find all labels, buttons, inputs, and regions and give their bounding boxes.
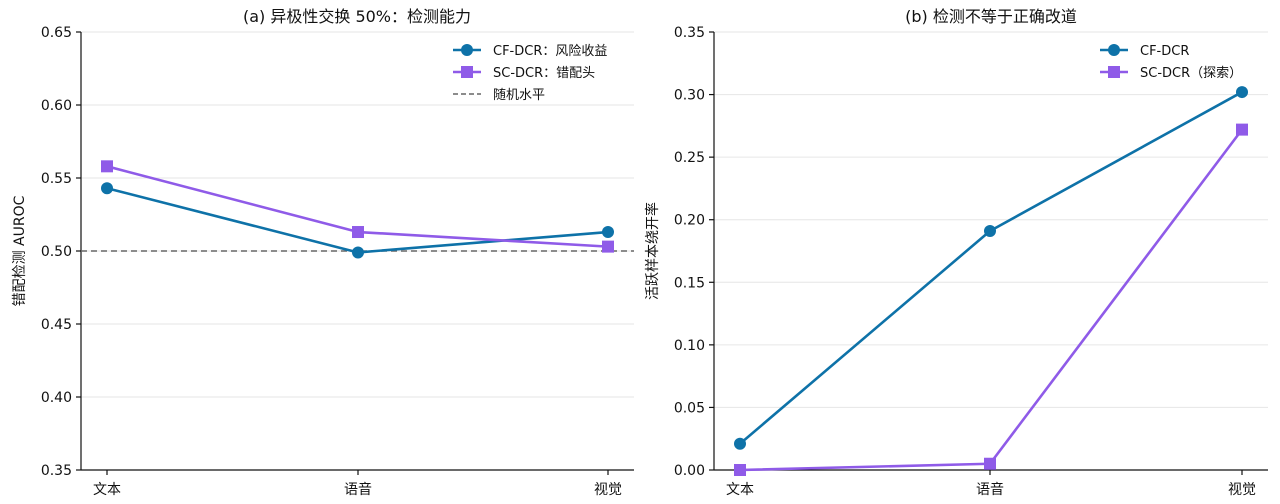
y-tick-label: 0.10 <box>674 338 705 354</box>
y-tick-label: 0.35 <box>41 463 72 479</box>
x-tick-label: 视觉 <box>1228 482 1256 498</box>
legend-label: SC-DCR（探索） <box>1140 66 1242 81</box>
y-tick-label: 0.05 <box>674 400 705 416</box>
legend-marker <box>1108 66 1120 78</box>
data-point <box>1236 123 1248 136</box>
y-tick-label: 0.00 <box>674 463 705 479</box>
x-tick-label: 语音 <box>976 481 1004 498</box>
y-axis-label: 活跃样本绕开率 <box>644 202 661 300</box>
chart-title: (b) 检测不等于正确改道 <box>905 7 1077 26</box>
chart-title: (a) 异极性交换 50%：检测能力 <box>243 7 471 26</box>
data-point <box>984 224 996 237</box>
x-tick-label: 视觉 <box>594 482 622 498</box>
legend-marker <box>1108 44 1120 56</box>
legend-label: CF-DCR <box>1140 44 1189 59</box>
legend-marker <box>461 44 473 56</box>
y-tick-label: 0.20 <box>674 213 705 229</box>
y-tick-label: 0.60 <box>41 98 72 114</box>
y-axis-label: 错配检测 AUROC <box>12 195 28 306</box>
chart-panel-a: 0.35 0.40 0.45 0.50 0.55 0.60 0.65 文本 语音 视觉 (a) 异极… <box>12 7 634 498</box>
series-line <box>739 90 1243 445</box>
legend-label: 随机水平 <box>493 88 545 103</box>
y-tick-label: 0.65 <box>41 25 72 41</box>
data-point <box>352 246 364 259</box>
data-point <box>602 240 614 253</box>
legend: CF-DCR SC-DCR（探索） <box>1100 44 1242 81</box>
legend-marker <box>461 66 473 78</box>
y-tick-label: 0.40 <box>41 390 72 406</box>
legend-label: CF-DCR：风险收益 <box>493 44 607 59</box>
data-point <box>734 437 746 450</box>
series-line <box>739 128 1244 472</box>
x-tick-label: 语音 <box>344 481 372 498</box>
data-point <box>101 182 113 195</box>
y-tick-label: 0.25 <box>674 150 705 166</box>
legend-label: SC-DCR：错配头 <box>493 66 595 81</box>
y-tick-label: 0.30 <box>674 88 705 104</box>
x-tick-label: 文本 <box>93 482 121 498</box>
data-point <box>352 226 364 239</box>
chart-panel-b: 0.00 0.05 0.10 0.15 0.20 0.25 0.30 0.35 文本 语音 视觉 (b… <box>644 7 1268 498</box>
y-tick-label: 0.55 <box>41 171 72 187</box>
data-point <box>602 226 614 239</box>
y-tick-label: 0.15 <box>674 275 705 291</box>
x-tick-label: 文本 <box>726 482 754 498</box>
data-point <box>984 457 996 470</box>
y-tick-label: 0.50 <box>41 244 72 260</box>
data-point <box>1236 86 1248 99</box>
data-point <box>734 464 746 476</box>
data-point <box>101 160 113 173</box>
y-tick-label: 0.35 <box>674 25 705 41</box>
y-tick-label: 0.45 <box>41 317 72 333</box>
